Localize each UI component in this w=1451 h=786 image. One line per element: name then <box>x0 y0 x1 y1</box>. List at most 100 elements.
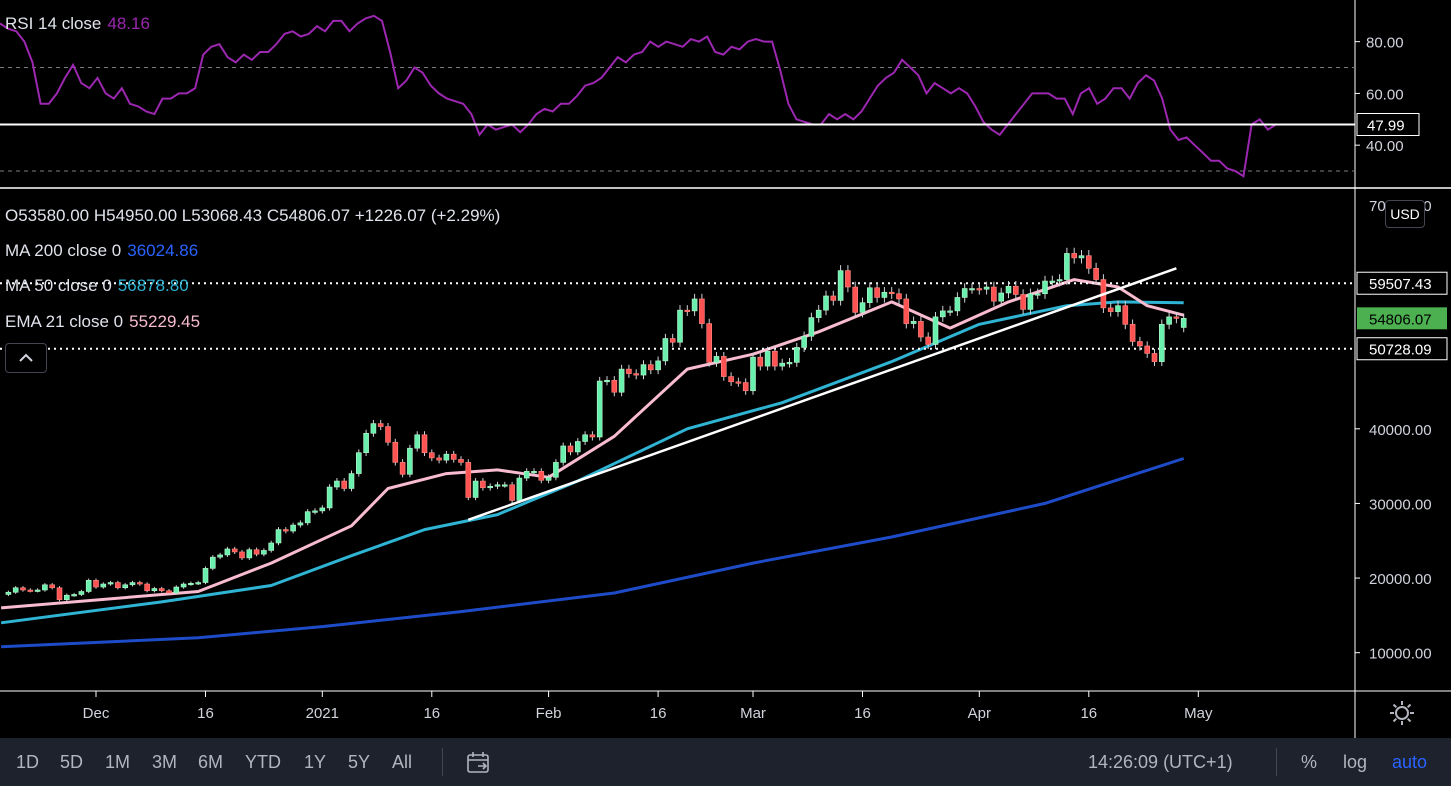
auto-scale-button[interactable]: auto <box>1392 752 1428 772</box>
candle-body <box>830 295 837 301</box>
candle <box>115 580 121 590</box>
candle <box>932 311 939 350</box>
candle-body <box>1056 279 1063 282</box>
candle <box>1137 336 1143 351</box>
candle-body <box>304 511 311 524</box>
candle-body <box>808 317 815 337</box>
time-tick-label: 16 <box>1080 705 1097 722</box>
collapse-legend-button[interactable] <box>5 343 47 373</box>
log-scale-button[interactable]: log <box>1343 752 1368 772</box>
candle-body <box>779 362 786 367</box>
candle-body <box>407 447 413 475</box>
candle-body <box>932 316 939 345</box>
last-price-badge <box>1357 307 1447 330</box>
candle <box>297 520 304 528</box>
candle <box>604 376 610 386</box>
ema21-legend: EMA 21 close 0 55229.45 <box>5 312 200 332</box>
candle-body <box>509 484 515 501</box>
candle <box>1020 289 1026 315</box>
candle-body <box>699 298 705 324</box>
candle-body <box>210 556 216 569</box>
clock-time[interactable]: 14:26:09 (UTC+1) <box>1088 752 1233 772</box>
candle-body <box>925 336 932 345</box>
range-5d-button[interactable]: 5D <box>60 752 84 772</box>
candle <box>699 293 705 329</box>
candle-body <box>553 462 559 478</box>
candle <box>677 305 683 347</box>
price-level-badge <box>1356 337 1448 361</box>
candle <box>713 351 720 367</box>
range-6m-button[interactable]: 6M <box>198 752 224 772</box>
currency-badge[interactable]: USD <box>1385 200 1425 228</box>
candle-body <box>961 288 968 298</box>
candle-body <box>399 462 406 475</box>
candle-body <box>1129 324 1136 342</box>
candle <box>947 305 953 316</box>
gear-icon[interactable] <box>1389 700 1415 726</box>
candle-body <box>633 373 640 376</box>
candle-body <box>5 591 12 595</box>
candle <box>531 468 537 475</box>
candle-body <box>363 432 369 453</box>
candle <box>319 505 326 514</box>
ma200-legend-label: MA 200 close 0 <box>5 241 122 260</box>
price-tick-label: 30000.00 <box>1369 496 1432 513</box>
candle-body <box>582 434 588 442</box>
candle <box>669 333 676 347</box>
range-ytd-button[interactable]: YTD <box>245 752 281 772</box>
percent-scale-button[interactable]: % <box>1301 752 1318 772</box>
calendar-range-icon[interactable] <box>466 751 492 775</box>
candle <box>326 484 333 511</box>
candle <box>93 578 99 589</box>
candle <box>472 478 479 501</box>
candle <box>896 288 902 305</box>
candle-body <box>567 445 574 453</box>
candle <box>801 331 807 353</box>
candle <box>1107 302 1114 317</box>
candle <box>720 351 727 381</box>
candle <box>1027 288 1034 315</box>
candle <box>144 582 150 593</box>
range-3m-button[interactable]: 3M <box>152 752 178 772</box>
ema21-line <box>0 278 1185 610</box>
candle-body <box>618 368 625 393</box>
candle <box>735 377 742 387</box>
candle-body <box>669 338 676 343</box>
candle <box>188 581 194 586</box>
candle-body <box>859 302 866 313</box>
time-tick-label: 16 <box>854 705 871 722</box>
candle-body <box>85 579 92 592</box>
candle-body <box>852 286 859 313</box>
candle <box>750 352 756 395</box>
candle-body <box>888 291 895 295</box>
candle-body <box>910 321 917 324</box>
candle <box>64 593 70 602</box>
candle-body <box>1151 353 1158 362</box>
rsi-legend-value: 48.16 <box>107 14 150 33</box>
candle <box>385 422 391 446</box>
candle-body <box>538 471 545 481</box>
range-1m-button[interactable]: 1M <box>105 752 131 772</box>
candle <box>27 588 34 593</box>
range-5y-button[interactable]: 5Y <box>348 752 371 772</box>
candle <box>34 588 41 593</box>
chart-area[interactable]: 80.00 60.00 40.00 47.99 40000.00 30000.00 2000… <box>0 0 1451 738</box>
candle <box>538 468 545 484</box>
candle <box>815 305 822 323</box>
candle-body <box>494 484 501 487</box>
candle <box>655 356 661 375</box>
candle-body <box>1159 324 1165 362</box>
candle <box>1071 247 1077 264</box>
candle <box>1042 275 1048 299</box>
candle-body <box>947 310 953 313</box>
range-1d-button[interactable]: 1D <box>16 752 40 772</box>
candle <box>85 578 92 594</box>
ma200-legend-value: 36024.86 <box>127 241 199 260</box>
time-tick-label: 16 <box>650 705 667 722</box>
candle-body <box>793 347 800 363</box>
candle-body <box>341 480 348 489</box>
time-tick-label: Apr <box>968 705 991 722</box>
range-1y-button[interactable]: 1Y <box>304 752 327 772</box>
candle <box>407 444 413 478</box>
range-all-button[interactable]: All <box>392 752 413 772</box>
